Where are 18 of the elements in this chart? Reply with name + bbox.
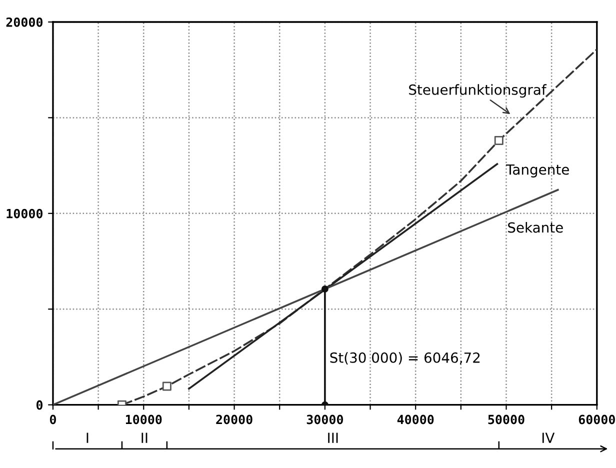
x-tick-label: 40000	[397, 414, 434, 424]
text: I	[86, 432, 88, 443]
y-tick-label: 10000	[6, 208, 43, 218]
x-tick-label: 0	[50, 414, 56, 424]
annotation: Tangente	[506, 164, 569, 178]
annotation: St(30 000) = 6046,72	[330, 352, 480, 365]
y-tick-label: 0	[36, 400, 43, 410]
annotation: Steuerfunktionsgraf	[409, 84, 547, 98]
x-tick-label: 10000	[126, 414, 162, 424]
y-tick-label: 20000	[6, 17, 43, 27]
text: IV	[542, 432, 555, 443]
x-tick-label: 20000	[216, 414, 252, 424]
text: III	[328, 432, 338, 443]
x-tick-label: 30000	[306, 414, 344, 424]
x-tick-label: 50000	[488, 414, 524, 424]
x-tick-label: 60000	[578, 414, 615, 424]
text: II	[142, 432, 148, 443]
annotation: Sekante	[508, 222, 563, 233]
